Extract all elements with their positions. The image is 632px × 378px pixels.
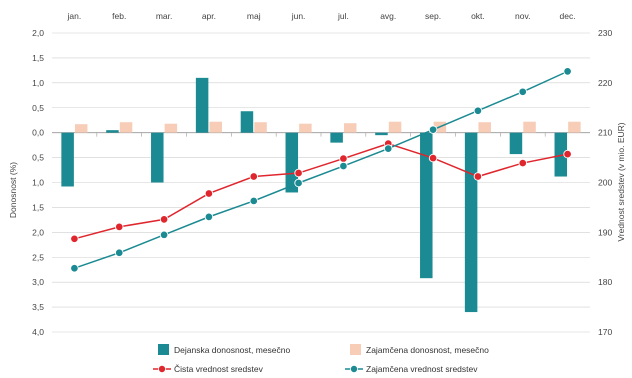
bar-guaranteed-return xyxy=(209,121,222,133)
point-guaranteed-asset-value xyxy=(339,161,348,171)
left-tick-label: 1,0 xyxy=(32,78,44,88)
point-guaranteed-asset-value xyxy=(518,87,528,97)
x-tick-label: avg. xyxy=(380,11,396,21)
gridlines xyxy=(52,32,590,333)
point-net-asset-value xyxy=(159,215,169,224)
point-guaranteed-asset-value xyxy=(294,178,303,188)
bar-guaranteed-return xyxy=(74,124,88,133)
left-tick-label: 4,0 xyxy=(32,327,44,337)
left-tick-label: 2,0 xyxy=(32,227,44,237)
point-guaranteed-asset-value xyxy=(114,248,124,258)
legend-label-net-asset-value: Čista vrednost sredstev xyxy=(174,364,264,374)
x-tick-label: apr. xyxy=(202,11,216,21)
point-net-asset-value xyxy=(114,222,124,232)
left-tick-label: 0,5 xyxy=(32,153,44,163)
point-guaranteed-asset-value xyxy=(563,67,572,76)
x-tick-label: dec. xyxy=(560,11,576,21)
right-axis-title: Vrednost sredstev (v mio. EUR) xyxy=(616,122,626,241)
x-tick-label: feb. xyxy=(112,11,126,21)
bar-guaranteed-return xyxy=(388,121,402,133)
right-tick-label: 200 xyxy=(598,178,612,188)
left-tick-label: 1,5 xyxy=(32,53,44,63)
right-axis-ticks: 230 220 210 200 190 180 170 xyxy=(598,28,612,337)
point-net-asset-value xyxy=(294,168,303,178)
bars xyxy=(61,77,581,313)
point-net-asset-value xyxy=(339,154,348,163)
right-tick-label: 180 xyxy=(598,277,612,287)
point-guaranteed-asset-value xyxy=(249,196,258,206)
right-tick-label: 190 xyxy=(598,227,612,237)
point-guaranteed-asset-value xyxy=(473,106,483,115)
bar-actual-return xyxy=(420,132,433,279)
bar-guaranteed-return xyxy=(568,121,581,133)
x-tick-label: mar. xyxy=(156,11,173,21)
left-tick-label: 0,5 xyxy=(32,103,44,113)
bar-guaranteed-return xyxy=(164,123,178,133)
bar-actual-return xyxy=(285,132,299,193)
bar-guaranteed-return xyxy=(119,122,133,133)
bar-guaranteed-return xyxy=(478,122,491,133)
point-net-asset-value xyxy=(249,172,258,181)
bar-actual-return xyxy=(464,132,478,313)
x-tick-label: okt. xyxy=(471,11,485,21)
point-net-asset-value xyxy=(473,172,483,181)
lines xyxy=(70,67,572,273)
bar-guaranteed-return xyxy=(299,123,312,133)
point-guaranteed-asset-value xyxy=(204,212,214,222)
legend-swatch-guaranteed-return xyxy=(350,344,361,355)
right-tick-label: 210 xyxy=(598,128,612,138)
x-tick-labels: jan. feb. mar. apr. maj jun. jul. avg. sep. okt. n… xyxy=(67,11,576,21)
legend-label-guaranteed-asset-value: Zajamčena vrednost sredstev xyxy=(366,364,478,374)
bar-guaranteed-return xyxy=(254,122,267,133)
bar-actual-return xyxy=(240,111,254,133)
bar-guaranteed-return xyxy=(343,123,357,133)
x-tick-label: jan. xyxy=(67,11,82,21)
x-tick-label: jun. xyxy=(291,11,306,21)
bar-actual-return xyxy=(330,132,343,143)
legend: Dejanska donosnost, mesečno Zajamčena do… xyxy=(153,344,489,374)
left-tick-label: 3,0 xyxy=(32,277,44,287)
legend-marker-net-asset-value xyxy=(157,364,166,373)
bar-actual-return xyxy=(151,132,164,183)
bar-actual-return xyxy=(375,132,388,136)
point-net-asset-value xyxy=(428,153,438,163)
right-tick-label: 170 xyxy=(598,327,612,337)
point-net-asset-value xyxy=(518,158,528,168)
line-guaranteed-asset-value xyxy=(74,70,568,269)
point-net-asset-value xyxy=(204,189,214,198)
left-axis-ticks: 2,0 1,5 1,0 0,5 0,0 0,5 1,0 1,5 2,0 2,5 3,0 3,5 4,0 xyxy=(32,28,44,337)
x-tick-label: jul. xyxy=(337,11,349,21)
point-guaranteed-asset-value xyxy=(428,125,438,134)
bar-actual-return xyxy=(195,77,209,133)
legend-label-guaranteed-return: Zajamčena donosnost, mesečno xyxy=(366,345,489,355)
left-tick-label: 0,0 xyxy=(32,128,44,138)
right-tick-label: 220 xyxy=(598,78,612,88)
bar-actual-return xyxy=(554,132,568,177)
left-tick-label: 2,5 xyxy=(32,252,44,262)
left-tick-label: 1,5 xyxy=(32,202,44,212)
bar-actual-return xyxy=(61,132,74,187)
point-net-asset-value xyxy=(563,149,572,159)
bar-guaranteed-return xyxy=(523,121,536,133)
left-axis-title: Donosnost (%) xyxy=(8,162,18,218)
left-tick-label: 2,0 xyxy=(32,28,44,38)
bar-actual-return xyxy=(509,132,523,155)
legend-label-actual-return: Dejanska donosnost, mesečno xyxy=(174,345,291,355)
x-tick-label: nov. xyxy=(515,11,530,21)
x-tick-label: maj xyxy=(247,11,261,21)
point-guaranteed-asset-value xyxy=(159,230,169,240)
left-tick-label: 3,5 xyxy=(32,302,44,312)
legend-swatch-actual-return xyxy=(158,344,169,355)
point-net-asset-value xyxy=(70,234,79,244)
legend-marker-guaranteed-asset-value xyxy=(349,364,358,373)
left-tick-label: 1,0 xyxy=(32,178,44,188)
line-net-asset-value xyxy=(74,142,568,240)
point-guaranteed-asset-value xyxy=(70,263,79,273)
x-tick-label: sep. xyxy=(425,11,441,21)
right-tick-label: 230 xyxy=(598,28,612,38)
bar-actual-return xyxy=(106,130,119,133)
point-guaranteed-asset-value xyxy=(384,144,393,153)
